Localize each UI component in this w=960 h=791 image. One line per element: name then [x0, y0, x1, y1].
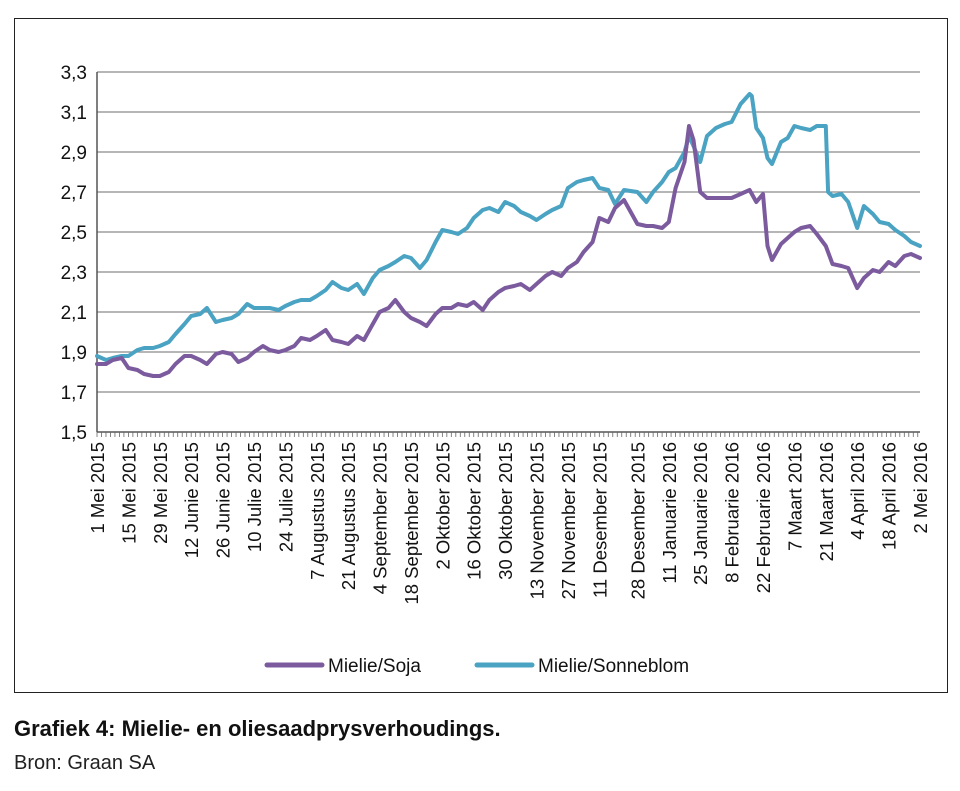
x-tick-label: 8 Februarie 2016 — [722, 442, 743, 583]
y-tick-label: 1,7 — [61, 383, 87, 404]
y-tick-label: 2,1 — [61, 303, 87, 324]
x-tick-label: 29 Mei 2015 — [150, 442, 171, 544]
x-tick-label: 7 Maart 2016 — [784, 442, 805, 551]
x-tick-label: 13 November 2015 — [527, 442, 548, 599]
figure-caption-title: Grafiek 4: Mielie- en oliesaadprysverhou… — [14, 716, 501, 741]
x-tick-label: 26 Junie 2015 — [213, 442, 234, 558]
y-tick-label: 2,5 — [61, 223, 87, 244]
y-tick-label: 1,9 — [61, 343, 87, 364]
y-tick-label: 2,7 — [61, 183, 87, 204]
x-tick-label: 22 Februarie 2016 — [753, 442, 774, 593]
legend-label: Mielie/Sonneblom — [538, 656, 689, 677]
x-tick-label: 15 Mei 2015 — [118, 442, 139, 544]
y-tick-label: 2,3 — [61, 263, 87, 284]
x-tick-label: 10 Julie 2015 — [244, 442, 265, 552]
x-tick-label: 2 Mei 2016 — [910, 442, 931, 534]
chart-frame: 1,5 1,7 1,9 2,1 2,3 2,5 2,7 2,9 3,1 3,3 1 Mei 201… — [14, 18, 948, 693]
figure-caption-source: Bron: Graan SA — [14, 752, 156, 774]
x-tick-label: 12 Junie 2015 — [181, 442, 202, 558]
line-chart: 1,5 1,7 1,9 2,1 2,3 2,5 2,7 2,9 3,1 3,3 1 Mei 201… — [61, 63, 931, 677]
legend-label: Mielie/Soja — [328, 656, 421, 677]
x-tick-label: 11 Desember 2015 — [589, 442, 610, 598]
x-tick-label: 27 November 2015 — [558, 442, 579, 599]
series-line-mielie-soja — [95, 124, 922, 378]
x-tick-label: 21 Augustus 2015 — [338, 442, 359, 590]
series-line-mielie-sonneblom — [95, 92, 922, 362]
gridlines — [96, 71, 920, 433]
y-tick-label: 2,9 — [61, 143, 87, 164]
x-tick-label: 11 Januarie 2016 — [659, 442, 680, 584]
legend: Mielie/Soja Mielie/Sonneblom — [264, 656, 689, 677]
y-tick-label: 3,1 — [61, 103, 87, 124]
x-tick-label: 21 Maart 2016 — [816, 442, 837, 561]
x-tick-label: 4 April 2016 — [847, 442, 868, 540]
x-axis-ticks: 1 Mei 2015 15 Mei 2015 29 Mei 2015 12 Junie… — [87, 432, 931, 605]
x-tick-label: 7 Augustus 2015 — [307, 442, 328, 580]
y-tick-label: 1,5 — [61, 423, 87, 444]
x-tick-label: 30 Oktober 2015 — [495, 442, 516, 580]
y-axis-ticks: 1,5 1,7 1,9 2,1 2,3 2,5 2,7 2,9 3,1 3,3 — [61, 63, 87, 444]
y-tick-label: 3,3 — [61, 63, 87, 84]
series-lines — [95, 92, 922, 378]
x-tick-label: 16 Oktober 2015 — [464, 442, 485, 580]
x-tick-label: 28 Desember 2015 — [627, 442, 648, 599]
x-tick-label: 18 April 2016 — [879, 442, 900, 550]
x-tick-label: 25 Januarie 2016 — [690, 442, 711, 585]
x-tick-label: 4 September 2015 — [370, 442, 391, 594]
x-tick-label: 18 September 2015 — [401, 442, 422, 605]
x-tick-label: 1 Mei 2015 — [87, 442, 108, 534]
x-tick-label: 2 Oktober 2015 — [432, 442, 453, 570]
x-tick-label: 24 Julie 2015 — [275, 442, 296, 552]
